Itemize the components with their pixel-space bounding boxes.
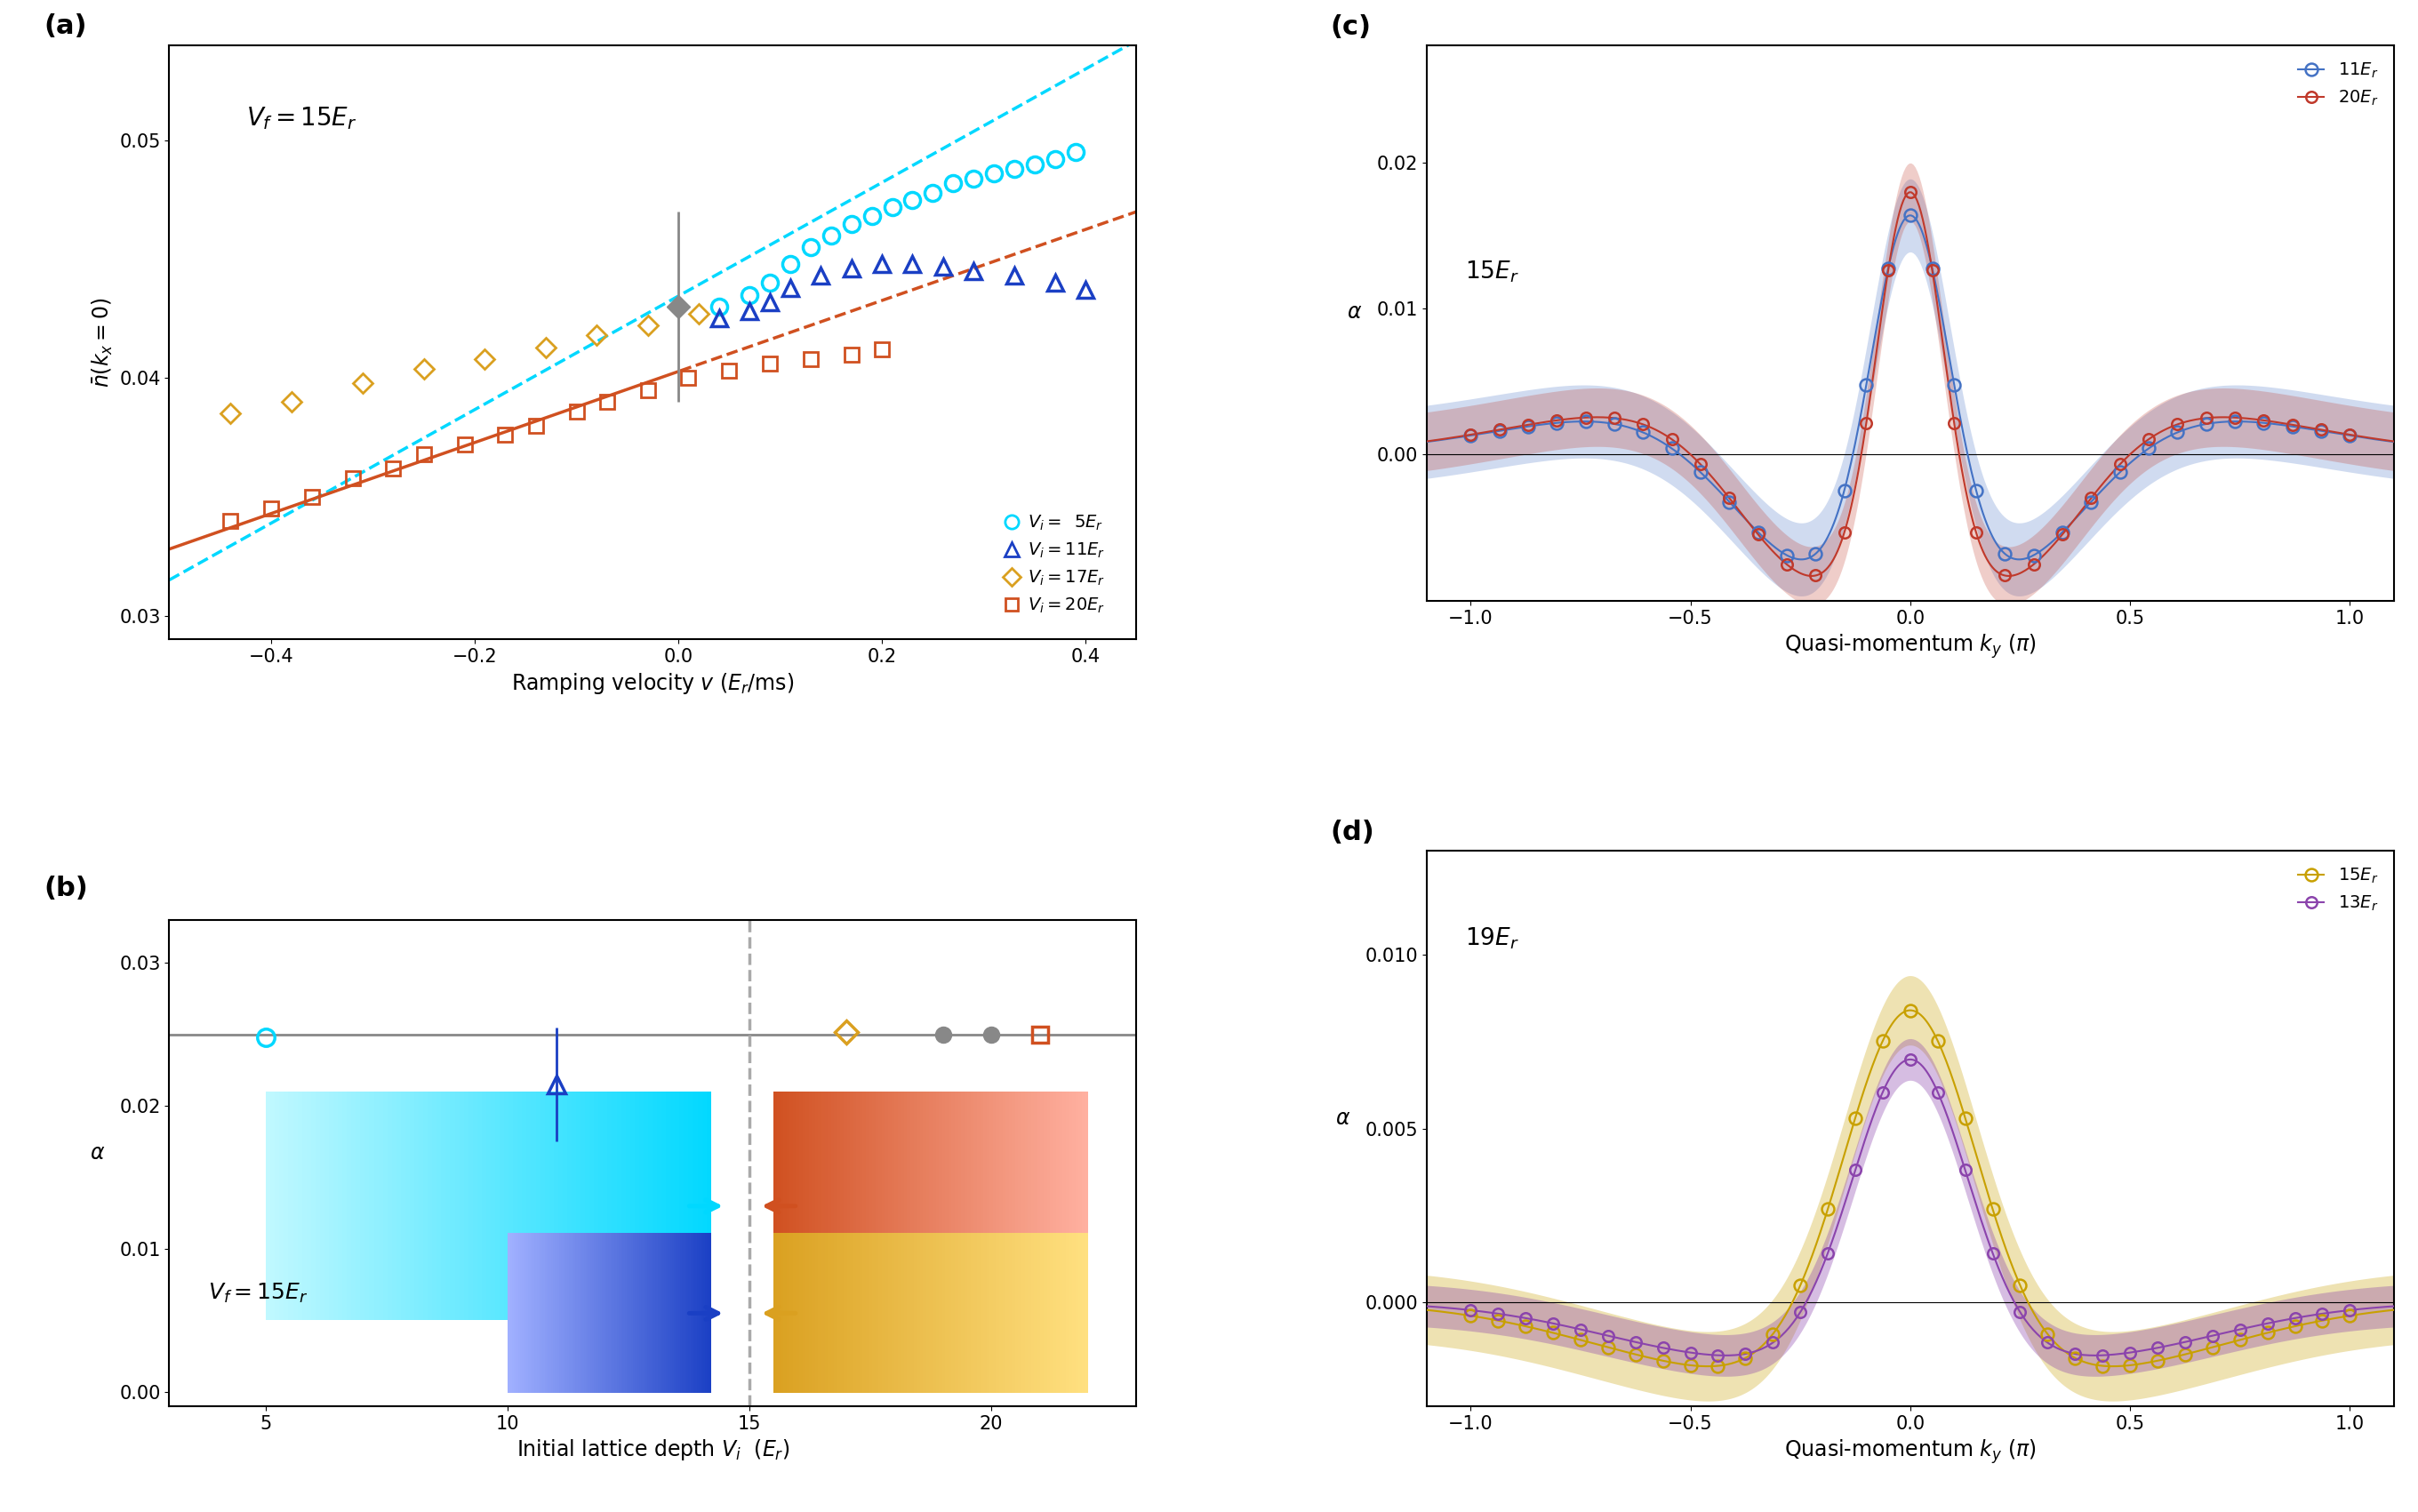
Y-axis label: $\alpha$: $\alpha$ [1347, 302, 1361, 324]
Text: $15E_r$: $15E_r$ [1465, 259, 1519, 284]
Text: (c): (c) [1330, 14, 1371, 39]
Text: $V_f =15E_r$: $V_f =15E_r$ [247, 104, 358, 132]
X-axis label: Quasi-momentum $k_y$ ($\pi$): Quasi-momentum $k_y$ ($\pi$) [1784, 1438, 2036, 1465]
X-axis label: Quasi-momentum $k_y$ ($\pi$): Quasi-momentum $k_y$ ($\pi$) [1784, 632, 2036, 661]
Legend: $11E_r$, $20E_r$: $11E_r$, $20E_r$ [2292, 54, 2384, 115]
Text: $V_f =15E_r$: $V_f =15E_r$ [208, 1282, 307, 1305]
X-axis label: Ramping velocity $v$ ($E_r$/ms): Ramping velocity $v$ ($E_r$/ms) [510, 671, 796, 696]
Y-axis label: $\bar{n}(k_x{=}0)$: $\bar{n}(k_x{=}0)$ [89, 298, 114, 387]
Y-axis label: $\alpha$: $\alpha$ [1335, 1107, 1349, 1128]
Text: (d): (d) [1330, 820, 1373, 845]
Text: (b): (b) [44, 875, 87, 901]
Y-axis label: $\alpha$: $\alpha$ [89, 1142, 104, 1163]
Text: $19E_r$: $19E_r$ [1465, 925, 1519, 951]
Legend: $V_i=\;\;5E_r$, $V_i=11E_r$, $V_i=17E_r$, $V_i=20E_r$: $V_i=\;\;5E_r$, $V_i=11E_r$, $V_i=17E_r$… [1001, 510, 1107, 618]
X-axis label: Initial lattice depth $V_i$  ($E_r$): Initial lattice depth $V_i$ ($E_r$) [515, 1438, 791, 1462]
Text: (a): (a) [44, 14, 87, 39]
Legend: $15E_r$, $13E_r$: $15E_r$, $13E_r$ [2292, 859, 2384, 919]
